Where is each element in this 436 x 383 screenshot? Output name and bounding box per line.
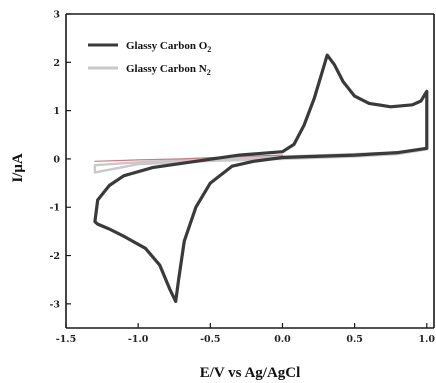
x-tick-label: 1.0: [419, 334, 436, 345]
y-tick-label: 3: [53, 10, 60, 21]
y-tick-label: 1: [53, 106, 60, 117]
x-tick-label: -0.5: [200, 334, 220, 345]
y-tick-label: 2: [53, 58, 60, 69]
y-axis-ticks: -3 -2 -1 0 1 2 3: [49, 10, 71, 310]
series-layer: [93, 53, 429, 303]
series-line-red-baseline: [94, 154, 284, 162]
y-tick-label: -3: [49, 299, 60, 310]
legend-label-o2: Glassy Carbon O2: [126, 40, 211, 54]
y-tick-label: -2: [49, 251, 60, 262]
y-tick-label: 0: [53, 154, 60, 165]
y-tick-label: -1: [49, 203, 60, 214]
legend-label-n2: Glassy Carbon N2: [126, 63, 211, 77]
legend: Glassy Carbon O2 Glassy Carbon N2: [88, 40, 211, 77]
x-axis-label: E/V vs Ag/AgCl: [200, 365, 301, 381]
x-tick-label: 0.0: [274, 334, 291, 345]
series-line-glassy-carbon-o2: [93, 53, 429, 303]
x-tick-label: 0.5: [346, 334, 363, 345]
x-tick-label: -1.0: [128, 334, 149, 345]
x-tick-label: -1.5: [56, 334, 76, 345]
x-axis-ticks: -1.5 -1.0 -0.5 0.0 0.5 1.0: [56, 323, 436, 345]
plot-area: -1.5 -1.0 -0.5 0.0 0.5 1.0 -3 -2 -1 0 1 2 3: [49, 10, 435, 346]
y-axis-label: I/μA: [10, 153, 26, 183]
